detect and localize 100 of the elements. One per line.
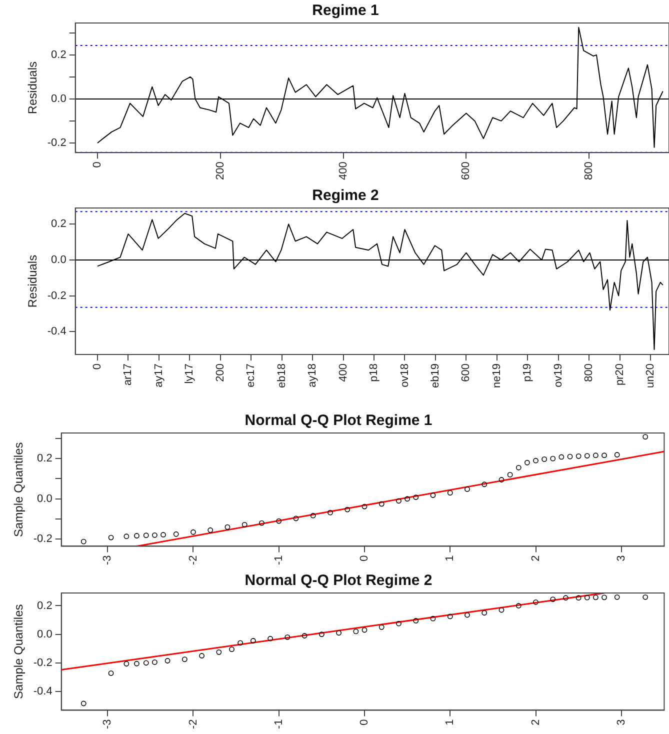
x-tick-label: -3 <box>102 555 114 565</box>
x-tick-label: ly17 <box>184 364 196 384</box>
point <box>268 636 273 642</box>
x-tick-label: 200 <box>214 364 226 382</box>
y-tick-label: 0.0 <box>51 92 66 105</box>
x-tick-label: 3 <box>615 719 628 726</box>
y-tick-label: -0.4 <box>33 686 52 698</box>
point <box>584 594 590 600</box>
point <box>378 624 384 630</box>
point <box>378 501 384 507</box>
x-tick-label: 200 <box>214 162 226 180</box>
chart-title: Regime 2 <box>312 187 379 204</box>
x-tick-label: 3 <box>615 555 628 562</box>
x-tick-label: 0 <box>92 162 104 168</box>
point <box>190 529 196 535</box>
y-tick-label: 0.0 <box>37 492 52 505</box>
point <box>576 453 582 459</box>
point <box>447 490 453 496</box>
x-tick-label: -2 <box>187 555 200 565</box>
x-tick-label: -3 <box>102 719 114 729</box>
point <box>396 620 402 626</box>
x-tick-label: ec17 <box>245 364 258 388</box>
chart-title: Normal Q-Q Plot Regime 2 <box>244 572 432 590</box>
point <box>108 670 114 676</box>
point <box>336 630 342 636</box>
x-tick-label: ay17 <box>152 364 165 388</box>
point <box>182 656 188 662</box>
point <box>259 520 264 526</box>
point <box>567 454 573 460</box>
point <box>293 516 299 522</box>
point <box>464 612 470 618</box>
point <box>550 596 556 602</box>
point <box>413 618 419 624</box>
x-tick-label: 1 <box>444 719 456 726</box>
y-axis-title: Sample Quantiles <box>12 442 26 537</box>
x-tick-label: ay18 <box>306 364 319 388</box>
y-tick-label: 0.0 <box>37 628 52 640</box>
x-tick-label: 600 <box>460 364 472 382</box>
point <box>124 661 130 666</box>
point <box>208 527 214 533</box>
x-tick-label: 0 <box>358 555 371 562</box>
point <box>602 452 607 458</box>
x-tick-label: 400 <box>337 162 350 180</box>
x-tick-label: eb19 <box>430 364 442 388</box>
point <box>216 649 222 655</box>
point <box>134 533 140 538</box>
point <box>430 616 436 622</box>
point <box>558 454 564 460</box>
point <box>542 456 548 462</box>
point <box>404 496 410 502</box>
point <box>152 659 158 665</box>
point <box>396 498 402 504</box>
point <box>430 492 436 498</box>
point <box>284 634 290 640</box>
point <box>584 453 590 458</box>
x-tick-label: 400 <box>337 364 350 382</box>
y-tick-label: 0.2 <box>37 452 52 465</box>
x-tick-label: 2 <box>530 555 542 562</box>
point <box>614 452 620 458</box>
point <box>242 522 248 528</box>
point <box>642 434 648 440</box>
y-axis-title: Residuals <box>26 254 40 308</box>
point <box>344 506 350 512</box>
point <box>143 532 149 538</box>
point <box>516 464 522 470</box>
y-axis-title: Residuals <box>26 61 40 114</box>
x-tick-label: ar17 <box>122 364 134 386</box>
y-axis-title: Sample Quantiles <box>12 604 26 699</box>
point <box>353 628 359 634</box>
point <box>362 627 368 633</box>
point <box>250 638 256 644</box>
x-tick-label: 800 <box>583 364 596 382</box>
x-tick-label: ne19 <box>490 364 503 388</box>
point <box>152 532 158 538</box>
y-tick-label: -0.2 <box>33 533 52 546</box>
x-tick-label: 2 <box>530 719 542 726</box>
y-tick-label: 0.2 <box>51 218 66 230</box>
point <box>592 594 598 600</box>
point <box>80 538 86 544</box>
x-tick-label: 0 <box>92 364 104 370</box>
y-tick-label: 0.2 <box>37 600 52 612</box>
x-tick-label: ov18 <box>398 364 411 388</box>
point <box>160 532 166 538</box>
x-tick-label: 600 <box>460 162 472 180</box>
chart-title: Normal Q-Q Plot Regime 1 <box>244 412 432 430</box>
point <box>447 614 453 620</box>
x-tick-label: p19 <box>522 364 534 382</box>
point <box>238 640 244 646</box>
point <box>302 633 308 638</box>
point <box>276 518 282 524</box>
point <box>482 482 488 488</box>
point <box>524 460 530 466</box>
point <box>464 486 470 492</box>
point <box>642 594 648 600</box>
point <box>602 594 607 600</box>
x-tick-label: 0 <box>358 719 371 726</box>
point <box>362 504 368 510</box>
point <box>108 534 114 540</box>
point <box>576 595 582 601</box>
point <box>143 660 149 666</box>
